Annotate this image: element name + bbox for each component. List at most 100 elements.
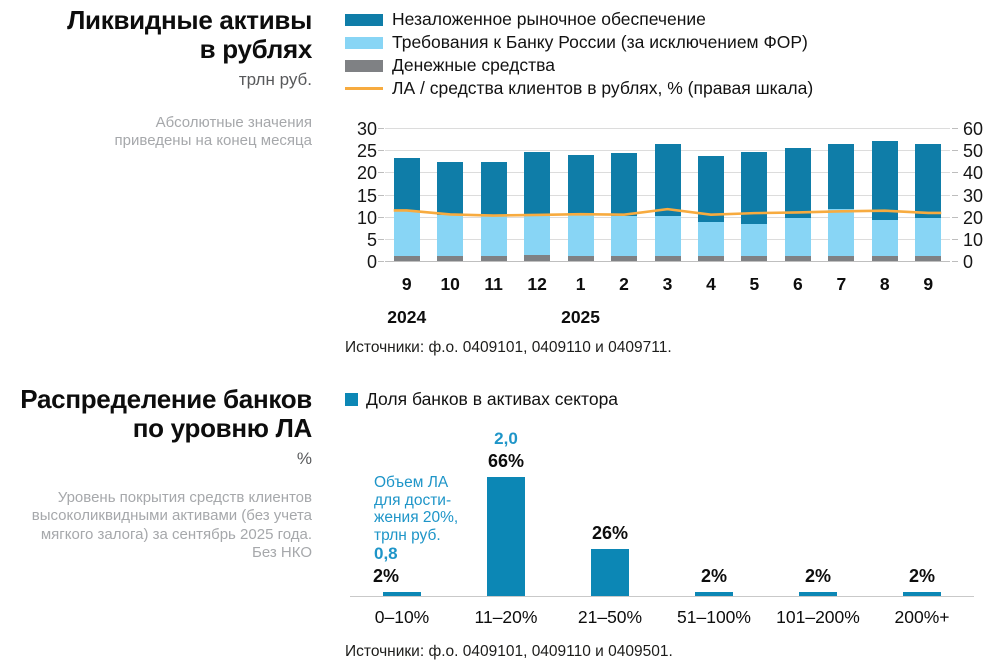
left-axis-tick-label: 5 (366, 229, 377, 250)
right-axis-tick (952, 150, 958, 152)
right-axis-tick (952, 261, 958, 262)
right-axis-tick (952, 172, 958, 174)
right-axis-tick (952, 216, 958, 218)
annotation-text: Объем ЛА для дости-жения 20%, трлн руб. (374, 474, 494, 545)
bar-segment (654, 143, 681, 217)
chart1-title-line1: Ликвидные активы (67, 5, 312, 35)
chart1-title-line2: в рублях (199, 34, 313, 65)
chart2-note: Уровень покрытия средств клиентов высоко… (0, 489, 312, 563)
bar-segment (871, 141, 898, 221)
bar (799, 592, 837, 596)
annotation-text-line: трлн руб. (374, 527, 441, 545)
bar-segment (480, 162, 507, 216)
chart2-x-axis-line (350, 596, 974, 597)
chart2-plot: 2% 0–10% 66% 11–20% 26% 21–50% 2% 51–100% 2% 101–… (350, 420, 974, 627)
bar-segment (393, 157, 420, 211)
legend-item-label: ЛА / средства клиентов в рублях, % (прав… (392, 78, 814, 98)
volume-value-label: 0,8 (374, 544, 398, 564)
month-label: 12 (527, 274, 547, 294)
value-label: 2% (804, 566, 831, 587)
bar-segment (393, 256, 420, 261)
legend-item-label: Незаложенное рыночное обеспечение (392, 9, 706, 29)
month-label: 6 (793, 274, 803, 294)
bar-segment (437, 162, 464, 216)
legend-swatch (345, 87, 383, 90)
legend-swatch (345, 13, 383, 26)
bar-segment (784, 256, 811, 261)
annotation-text-line: для дости- (374, 491, 452, 509)
bar-segment (567, 214, 594, 257)
chart1-note: Абсолютные значения приведены на конец м… (18, 114, 312, 151)
month-label: 10 (440, 274, 460, 294)
annotation-text-line: жения 20%, (374, 509, 459, 527)
left-axis-tick-label: 25 (356, 141, 377, 162)
chart2-title: Распределение банков по уровню ЛА (0, 384, 312, 444)
left-axis-tick (378, 216, 384, 218)
bar-segment (915, 256, 942, 261)
bar-segment (871, 256, 898, 261)
month-label: 9 (923, 274, 934, 294)
month-label: 4 (706, 274, 716, 294)
chart1-source: Источники: ф.о. 0409101, 0409110 и 04097… (345, 339, 672, 356)
chart1-note-line: приведены на конец месяца (114, 132, 312, 150)
right-axis-tick (952, 128, 958, 129)
right-axis-tick-label: 10 (963, 229, 983, 250)
category-label: 11–20% (474, 607, 538, 627)
chart2-legend: Доля банков в активах сектора (345, 389, 618, 410)
bar-segment (697, 155, 724, 222)
trend-line (393, 207, 942, 217)
bar-segment (741, 223, 768, 257)
right-axis-tick-label: 20 (963, 207, 983, 228)
bar-segment (393, 210, 420, 257)
bar-segment (697, 221, 724, 257)
bar-segment (611, 152, 638, 216)
bar (487, 477, 525, 596)
legend-item-label: Требования к Банку России (за исключение… (392, 32, 808, 52)
left-axis-tick (378, 194, 384, 196)
month-label: 2 (619, 274, 629, 294)
category-label: 21–50% (577, 607, 643, 627)
right-axis-tick-label: 40 (963, 163, 983, 184)
bar (903, 592, 941, 596)
chart1-plot-area: 30 60 25 50 20 40 15 30 10 20 5 10 0 0 9 10 11 12 1 2 3 4 5 6 7 8… (345, 119, 983, 336)
left-axis-tick-label: 30 (356, 119, 377, 139)
bar-segment (828, 143, 855, 210)
bar-segment (915, 144, 942, 218)
legend-item-label: Денежные средства (392, 55, 555, 75)
bar (383, 592, 421, 596)
year-label: 2025 (561, 307, 601, 327)
bar-segment (697, 256, 724, 261)
month-label: 1 (575, 274, 586, 294)
chart2-note-line: Уровень покрытия средств клиентов (57, 488, 312, 506)
chart1-plot (385, 128, 950, 262)
left-axis-tick (378, 238, 384, 240)
bar-segment (567, 155, 594, 215)
category-label: 0–10% (374, 607, 430, 627)
left-axis-tick-label: 10 (356, 207, 377, 228)
left-axis-tick (378, 261, 384, 262)
annotation-text-line: Объем ЛА (374, 473, 449, 491)
chart1-title: Ликвидные активы в рублях (18, 5, 313, 65)
month-label: 8 (879, 274, 890, 294)
chart2-source: Источники: ф.о. 0409101, 0409110 и 04095… (345, 643, 673, 660)
right-axis-tick-label: 50 (963, 141, 983, 162)
bar-segment (480, 215, 507, 257)
chart2-title-block: Распределение банков по уровню ЛА % Уров… (0, 384, 312, 563)
value-label: 2% (700, 566, 727, 587)
chart1-title-block: Ликвидные активы в рублях трлн руб. Абсо… (18, 5, 313, 151)
bar-segment (654, 255, 681, 261)
bar-segment (828, 209, 855, 256)
legend-item: Незаложенное рыночное обеспечение (345, 8, 813, 31)
bar-segment (524, 214, 551, 256)
bar-segment (741, 256, 768, 261)
right-axis-tick (952, 238, 958, 240)
bar (591, 549, 629, 596)
bar-segment (524, 151, 551, 215)
left-axis-tick-label: 0 (366, 252, 377, 272)
month-label: 11 (484, 274, 503, 294)
bar-segment (437, 256, 464, 261)
chart1-unit: трлн руб. (238, 69, 312, 89)
right-axis-tick (952, 194, 958, 196)
left-axis-tick-label: 15 (356, 185, 377, 206)
